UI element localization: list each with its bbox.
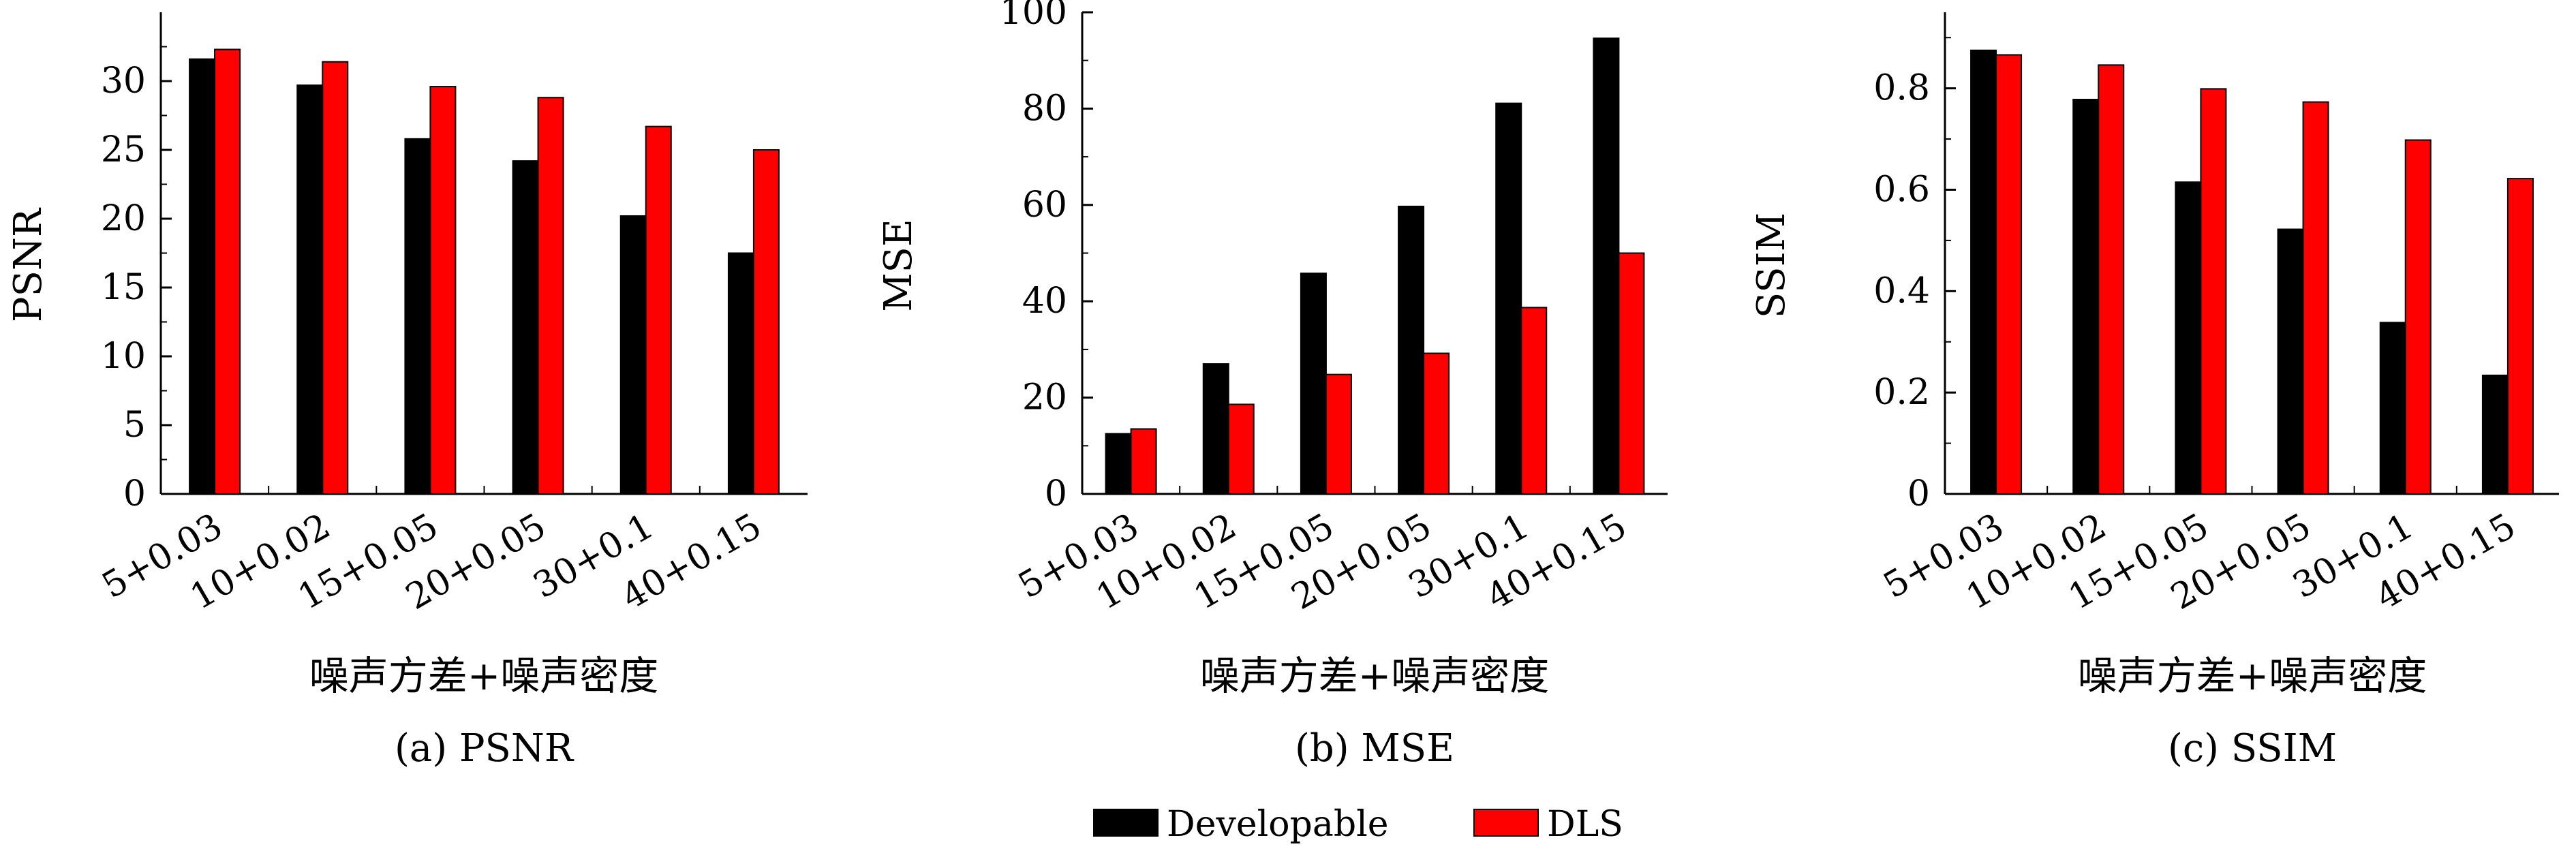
bar-developable xyxy=(1300,273,1327,495)
y-tick-label: 10 xyxy=(101,336,146,377)
legend-label-developable: Developable xyxy=(1167,804,1389,845)
bar-developable xyxy=(404,138,431,495)
bar-developable xyxy=(1970,49,1997,495)
bar-dls xyxy=(214,48,241,495)
y-axis-label: MSE xyxy=(876,219,921,312)
bar-developable xyxy=(1398,205,1425,495)
bar-developable xyxy=(1593,37,1620,495)
y-tick-label: 20 xyxy=(101,198,146,239)
legend-swatch-developable xyxy=(1093,809,1159,837)
panel-caption: (b) MSE xyxy=(1295,726,1454,771)
bar-dls xyxy=(1130,428,1157,495)
y-tick-label: 0.2 xyxy=(1873,372,1930,413)
bar-developable xyxy=(2277,228,2304,495)
y-axis-label: PSNR xyxy=(6,207,50,322)
y-tick-label: 0.6 xyxy=(1873,169,1930,210)
y-tick-label: 5 xyxy=(123,405,146,446)
x-axis-title: 噪声方差+噪声密度 xyxy=(309,653,659,699)
legend-label-dls: DLS xyxy=(1547,804,1623,845)
panel-caption: (a) PSNR xyxy=(395,726,574,771)
chart-panel-1: 0510152025305+0.0310+0.0215+0.0520+0.053… xyxy=(6,12,808,771)
bar-developable xyxy=(2481,374,2509,495)
bar-dls xyxy=(2302,101,2329,495)
bar-dls xyxy=(537,97,564,495)
bar-developable xyxy=(512,160,539,495)
bar-developable xyxy=(2072,99,2100,495)
bar-developable xyxy=(189,58,216,495)
y-tick-label: 0 xyxy=(123,474,146,514)
y-tick-label: 40 xyxy=(1022,281,1067,322)
bar-developable xyxy=(1495,102,1522,495)
y-tick-label: 0 xyxy=(1907,474,1930,514)
legend-swatch-dls xyxy=(1473,809,1539,837)
bar-dls xyxy=(1227,403,1255,495)
bar-dls xyxy=(1520,307,1548,495)
y-tick-label: 25 xyxy=(101,129,146,170)
bar-developable xyxy=(1202,363,1229,495)
bar-dls xyxy=(2506,178,2534,495)
y-tick-label: 80 xyxy=(1022,88,1067,129)
bar-dls xyxy=(1618,252,1645,495)
bar-dls xyxy=(645,125,672,495)
bar-developable xyxy=(619,215,647,495)
bar-dls xyxy=(2200,88,2227,495)
bar-dls xyxy=(322,61,349,495)
y-tick-label: 100 xyxy=(1000,0,1067,33)
bar-dls xyxy=(1995,54,2023,495)
y-axis-label: SSIM xyxy=(1749,213,1794,318)
panel-caption: (c) SSIM xyxy=(2168,726,2337,771)
x-axis-title: 噪声方差+噪声密度 xyxy=(1200,653,1550,699)
bar-dls xyxy=(2098,64,2125,495)
chart-panel-3: 00.20.40.60.85+0.0310+0.0215+0.0520+0.05… xyxy=(1749,12,2559,771)
chart-panel-2: 0204060801005+0.0310+0.0215+0.0520+0.053… xyxy=(876,0,1668,771)
y-tick-label: 20 xyxy=(1022,377,1067,418)
bar-developable xyxy=(727,252,754,495)
y-tick-label: 30 xyxy=(101,61,146,102)
chart-panels: 0510152025305+0.0310+0.0215+0.0520+0.053… xyxy=(6,0,2559,771)
bar-dls xyxy=(1325,373,1352,495)
bar-dls xyxy=(752,149,780,495)
bar-dls xyxy=(1423,352,1450,495)
bar-dls xyxy=(2404,139,2432,495)
bar-developable xyxy=(2175,181,2202,495)
x-axis-title: 噪声方差+噪声密度 xyxy=(2078,653,2427,699)
legend: Developable DLS xyxy=(1093,804,1623,845)
bar-dls xyxy=(429,86,457,495)
y-tick-label: 60 xyxy=(1022,185,1067,226)
y-tick-label: 15 xyxy=(101,267,146,308)
bar-developable xyxy=(296,84,324,495)
bar-developable xyxy=(1105,433,1132,495)
bar-developable xyxy=(2379,322,2406,495)
y-tick-label: 0 xyxy=(1045,474,1067,514)
y-tick-label: 0.8 xyxy=(1873,68,1930,109)
y-tick-label: 0.4 xyxy=(1873,270,1930,311)
